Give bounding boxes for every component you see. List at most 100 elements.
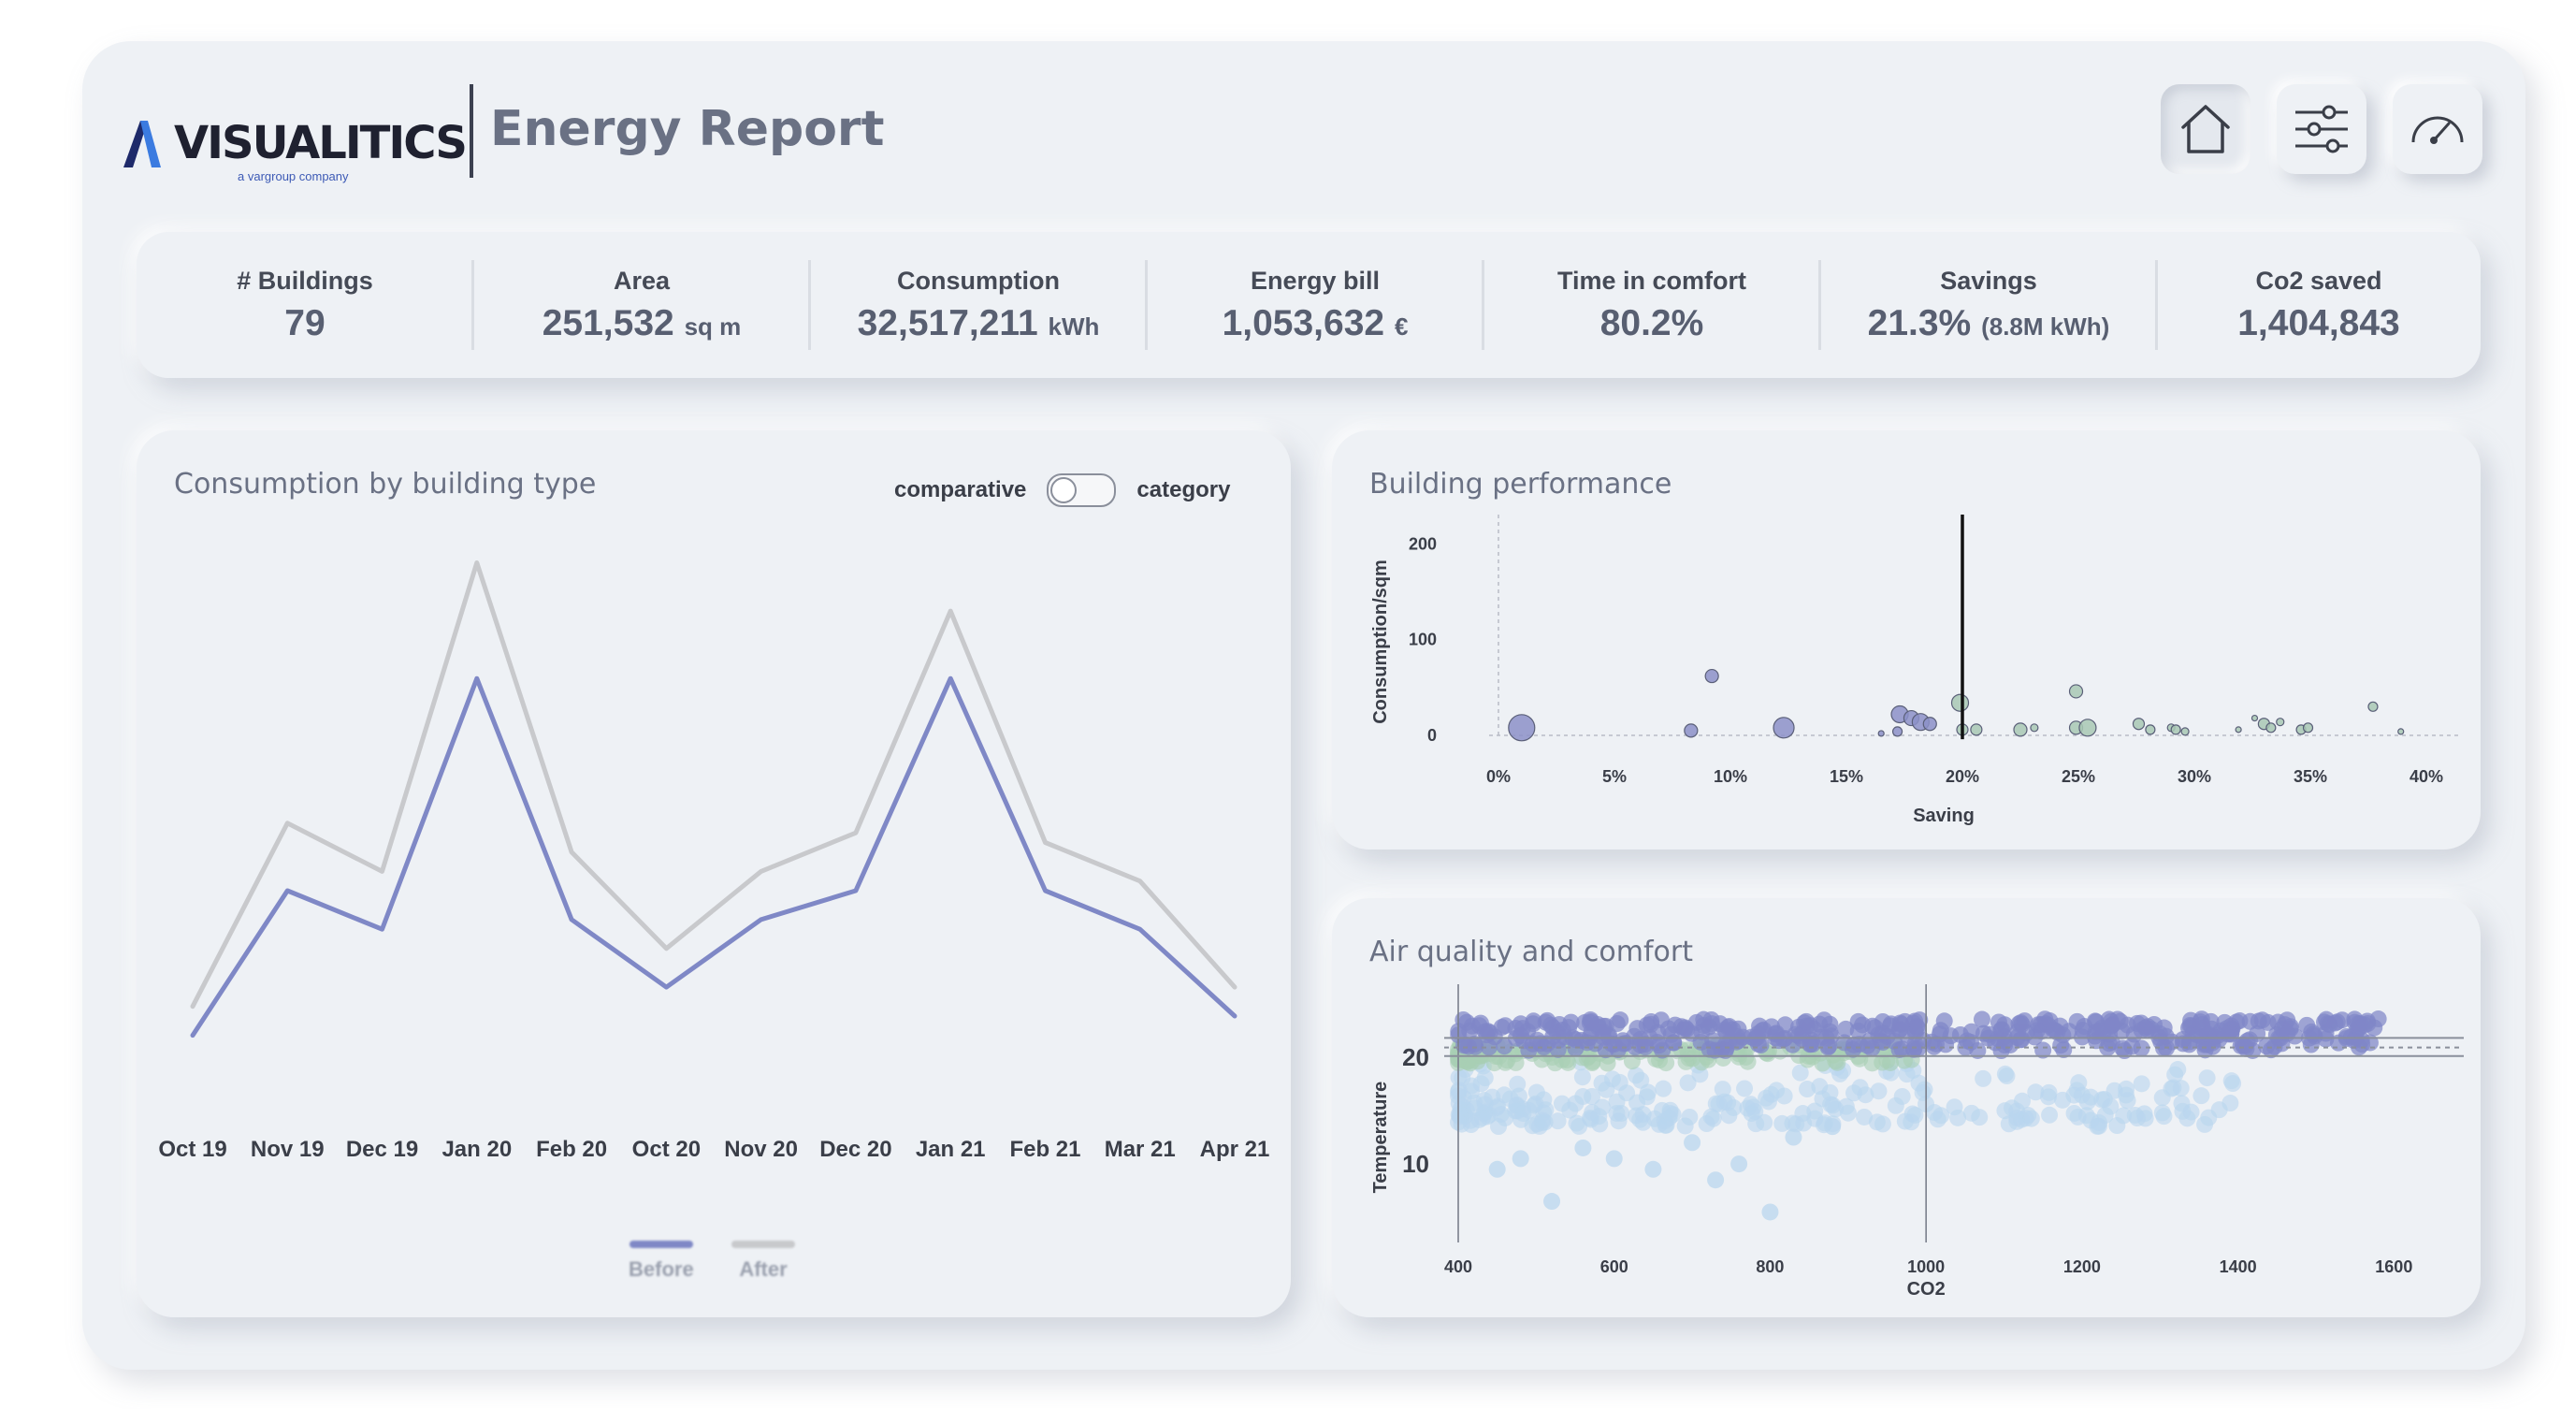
air-point [2253,1011,2271,1029]
air-point [2118,1080,2135,1097]
performance-bubble [2235,726,2242,734]
kpi-energy-bill: Energy bill 1,053,632 € [1147,232,1483,378]
air-point [1736,1080,1754,1097]
filters-button[interactable] [2277,84,2366,174]
air-point [1700,1018,1718,1036]
air-point [1707,1171,1725,1189]
air-point [1608,1093,1626,1111]
toggle-label-comparative[interactable]: comparative [894,477,1027,502]
series-line-before [190,675,1237,1039]
consumption-panel-title: Consumption by building type [174,468,597,501]
toggle-label-category[interactable]: category [1136,477,1231,502]
air-point [1644,1160,1662,1178]
air-point [2022,1110,2040,1127]
air-point [2040,1083,2058,1101]
air-point [2182,1103,2200,1121]
performance-bubble [1891,726,1903,737]
legend-swatch-before [629,1241,693,1248]
air-point [1849,1023,1867,1040]
kpi-unit: kWh [1048,312,1100,341]
air-point [1962,1104,1980,1122]
air-point [1791,1064,1809,1082]
kpi-label: Co2 saved [2255,266,2382,295]
air-point [2041,1106,2059,1124]
x-tick-label: Jan 21 [916,1137,986,1162]
performance-bubble [2250,714,2259,722]
x-tick-label: 800 [1756,1257,1784,1276]
y-axis-title: Temperature [1370,1082,1391,1194]
air-quality-panel: Air quality and comfort 10 20 400 600 800 100… [1332,898,2481,1317]
air-point [2008,1102,2026,1120]
air-point [2111,1012,2129,1030]
air-point [1672,1018,1690,1036]
x-tick-label: 400 [1444,1257,1472,1276]
air-point [1704,1032,1722,1050]
x-tick-label: Feb 21 [1009,1137,1080,1162]
x-tick-label: 1200 [2063,1257,2101,1276]
building-performance-panel: Building performance 0 100 200 0% 5% 10% 15% 20… [1332,430,2481,850]
air-point [2153,1089,2171,1107]
air-point [2196,1115,2214,1133]
y-tick-label: 200 [1409,534,1437,553]
view-toggle-switch[interactable] [1047,473,1117,507]
air-point [1528,1031,1546,1049]
air-point [1799,1051,1816,1068]
air-point [1761,1203,1779,1221]
kpi-divider [1145,260,1148,350]
air-point [1905,1040,1923,1058]
gauge-button[interactable] [2393,84,2482,174]
air-point [1603,1070,1621,1088]
air-point [2241,1012,2259,1030]
air-point [2315,1013,2333,1031]
air-point [2262,1041,2279,1059]
legend-label: Before [629,1257,694,1281]
brand-logo[interactable]: VISUALITICS a vargroup company [120,101,468,185]
air-point [1476,1069,1494,1087]
air-point [1932,1022,1949,1039]
performance-bubble [1970,723,1983,736]
air-point [2196,1041,2214,1059]
kpi-area: Area 251,532 sq m [473,232,810,378]
air-point [1543,1193,1561,1211]
x-axis-title: CO2 [1907,1279,1946,1300]
air-point [2210,1101,2228,1119]
building-performance-chart: 0 100 200 0% 5% 10% 15% 20% 25% 30% 35% 40% Saving Co… [1370,515,2458,826]
performance-bubble [2180,727,2190,736]
legend-label: After [739,1257,788,1281]
air-point [1775,1087,1793,1105]
x-tick-label: 1000 [1907,1257,1945,1276]
air-point [1892,1015,1910,1033]
x-tick-label: 600 [1600,1257,1628,1276]
air-point [2237,1039,2255,1057]
air-point [2078,1093,2096,1111]
kpi-co2-saved: Co2 saved 1,404,843 [2157,232,2481,378]
air-point [2128,1014,2146,1032]
x-tick-label: 30% [2178,767,2211,786]
performance-bubble [2145,724,2156,735]
home-button[interactable] [2161,84,2250,174]
air-point [1561,1101,1579,1119]
legend-after[interactable]: After [731,1241,795,1282]
air-point [1816,1011,1833,1029]
air-point [1870,1082,1888,1100]
air-point [1747,1115,1765,1133]
air-point [1739,1053,1757,1070]
air-point [1893,1040,1911,1058]
air-point [1539,1011,1556,1029]
consumption-panel: Consumption by building type comparative… [137,430,1291,1317]
air-point [1632,1071,1650,1089]
performance-bubble [2367,701,2379,712]
kpi-buildings: # Buildings 79 [137,232,473,378]
air-point [1514,1032,1532,1050]
x-tick-label: Nov 20 [724,1137,798,1162]
air-point [1562,1013,1580,1031]
x-tick-label: Dec 20 [819,1137,891,1162]
air-point [1584,1053,1601,1070]
kpi-value: 1,053,632 [1222,302,1385,343]
air-point [2054,1091,2072,1109]
air-point [1679,1074,1697,1092]
air-point [1634,1113,1652,1131]
air-point [1868,1113,1886,1131]
air-point [1661,1104,1679,1122]
legend-before[interactable]: Before [629,1241,694,1282]
